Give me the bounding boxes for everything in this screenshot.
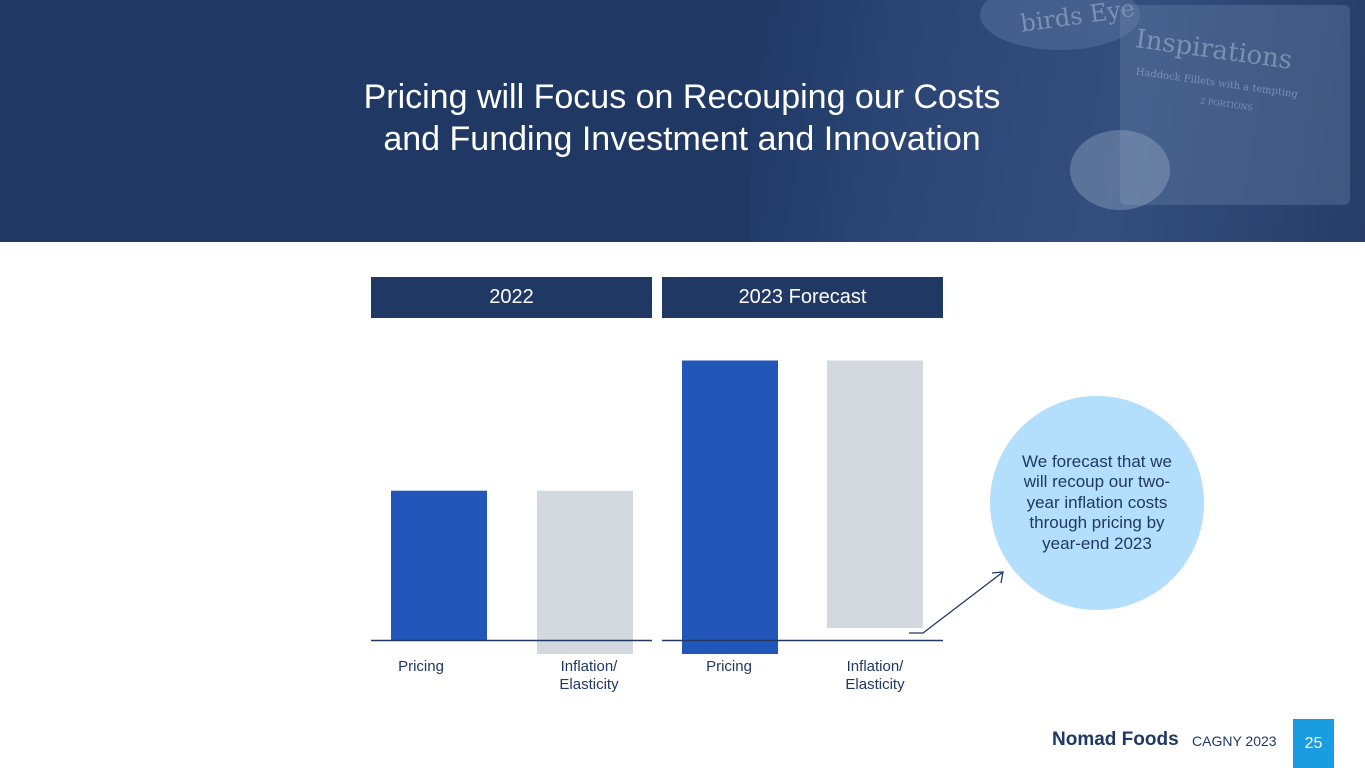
x-tick-label: Pricing <box>706 658 752 675</box>
bar-inflation-elasticity <box>827 360 923 628</box>
food-shape <box>1070 130 1170 210</box>
x-tick-label: Inflation/ Elasticity <box>559 658 619 693</box>
packaging-shape <box>1120 5 1350 205</box>
callout-text: We forecast that we will recoup our two-… <box>1022 451 1172 553</box>
bar-pricing <box>682 360 778 654</box>
x-tick-label: Pricing <box>398 658 444 675</box>
chart-bars <box>391 360 923 654</box>
slide-title-line-1: Pricing will Focus on Recouping our Cost… <box>363 78 1001 116</box>
product-photo-background: birds Eye Inspirations Haddock Fillets w… <box>750 0 1365 242</box>
page-number: 25 <box>1293 719 1334 768</box>
arrow-head-icon <box>991 571 1004 584</box>
forecast-callout: We forecast that we will recoup our two-… <box>990 396 1204 610</box>
callout-connector <box>909 571 1004 634</box>
brand-logo: Nomad Foods <box>1052 729 1179 750</box>
bar-inflation-elasticity <box>537 490 633 654</box>
period-header-2022: 2022 <box>371 277 652 318</box>
period-header-2023-forecast: 2023 Forecast <box>662 277 943 318</box>
slide-title-line-2: and Funding Investment and Innovation <box>383 120 981 158</box>
header-banner: birds Eye Inspirations Haddock Fillets w… <box>0 0 1365 242</box>
x-tick-label: Inflation/ Elasticity <box>845 658 905 693</box>
bar-pricing <box>391 490 487 641</box>
event-label: CAGNY 2023 <box>1192 733 1277 749</box>
slide-title: Pricing will Focus on Recouping our Cost… <box>282 76 1082 160</box>
